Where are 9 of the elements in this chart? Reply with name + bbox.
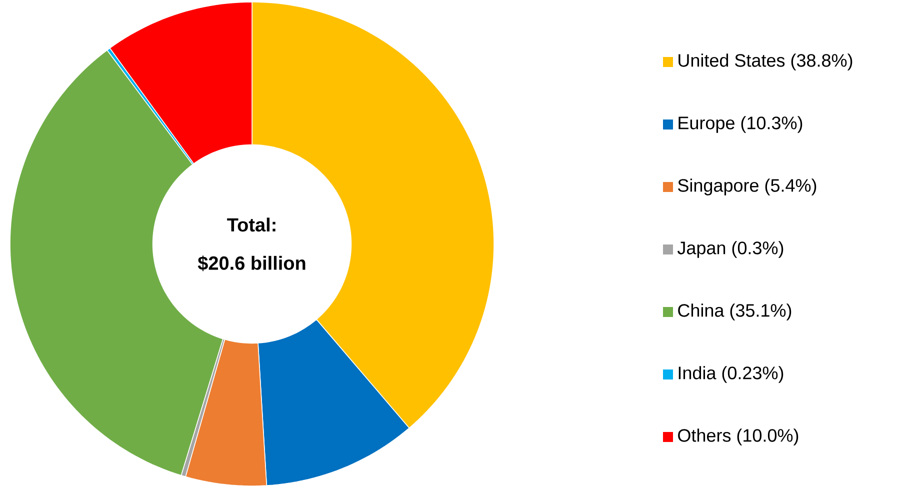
- legend-label: Singapore (5.4%): [678, 178, 816, 196]
- legend-label: China (35.1%): [678, 304, 792, 320]
- legend-label: India (0.23%): [678, 366, 784, 383]
- legend-label: Others (10.0%): [678, 428, 798, 446]
- text: $20.6 billion: [198, 256, 306, 272]
- legend-label: Europe (10.3%): [678, 116, 802, 133]
- legend-label: United States (38.8%): [678, 54, 852, 70]
- text: Total:: [227, 218, 276, 232]
- legend-label: Japan (0.3%): [677, 241, 784, 258]
